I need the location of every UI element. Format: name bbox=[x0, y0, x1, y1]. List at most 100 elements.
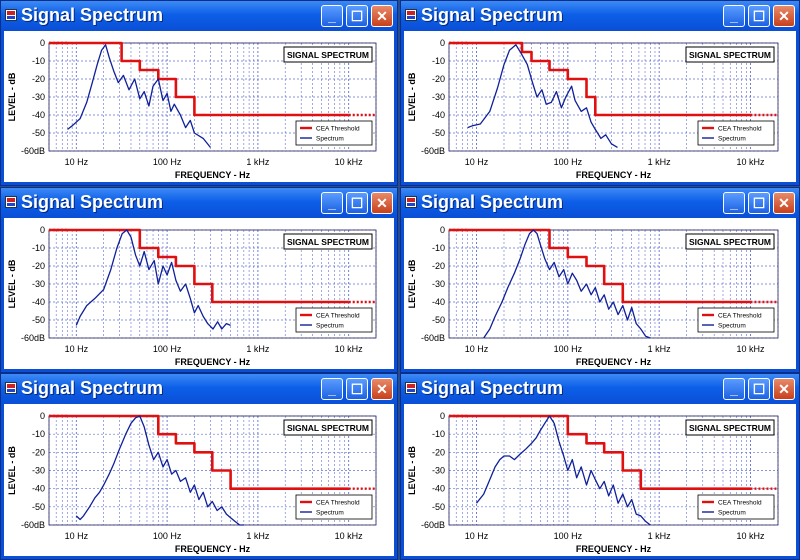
legend-box bbox=[697, 307, 775, 333]
close-button[interactable]: ✕ bbox=[773, 378, 795, 400]
y-tick-label: -50 bbox=[32, 315, 45, 325]
x-axis-label: FREQUENCY - Hz bbox=[175, 170, 251, 180]
y-tick-label: -40 bbox=[432, 484, 445, 494]
y-tick-label: -50 bbox=[432, 128, 445, 138]
signal-spectrum-window: Signal Spectrum _ ☐ ✕ 0 -10 -20 -30 -40 -50 -60dB 1… bbox=[0, 0, 398, 186]
y-tick-label: -40 bbox=[432, 297, 445, 307]
plot-frame bbox=[48, 229, 377, 339]
legend-entry: CEA Threshold bbox=[718, 126, 762, 133]
legend-entry: Spectrum bbox=[718, 136, 746, 143]
minimize-button[interactable]: _ bbox=[321, 192, 343, 214]
y-tick-label: -40 bbox=[32, 484, 45, 494]
x-axis-label: FREQUENCY - Hz bbox=[576, 170, 652, 180]
y-tick-label: -40 bbox=[432, 110, 445, 120]
close-button[interactable]: ✕ bbox=[371, 5, 393, 27]
spectrum-line bbox=[467, 44, 618, 148]
y-tick-label: -60dB bbox=[421, 146, 445, 156]
chart-title-box bbox=[685, 419, 775, 436]
spectrum-chart: 0 -10 -20 -30 -40 -50 -60dB 10 Hz 100 Hz 1 kHz 10 … bbox=[407, 38, 779, 180]
y-tick-label: -30 bbox=[32, 466, 45, 476]
x-tick-label: 100 Hz bbox=[554, 157, 583, 167]
y-tick-label: 0 bbox=[440, 38, 445, 48]
x-axis-label: FREQUENCY - Hz bbox=[175, 544, 251, 554]
chart-title-box bbox=[283, 46, 373, 63]
y-tick-label: 0 bbox=[40, 411, 45, 421]
spectrum-chart: 0 -10 -20 -30 -40 -50 -60dB 10 Hz 100 Hz 1 kHz 10 … bbox=[7, 38, 377, 180]
chart-title-box bbox=[283, 419, 373, 436]
y-axis-label: LEVEL - dB bbox=[407, 259, 417, 308]
threshold-line bbox=[449, 41, 751, 117]
maximize-button[interactable]: ☐ bbox=[748, 378, 770, 400]
spectrum-chart: 0 -10 -20 -30 -40 -50 -60dB 10 Hz 100 Hz 1 kHz 10 … bbox=[407, 411, 779, 554]
y-tick-label: -50 bbox=[32, 502, 45, 512]
app-icon bbox=[5, 196, 17, 208]
y-tick-label: -60dB bbox=[421, 333, 445, 343]
y-tick-label: -10 bbox=[32, 56, 45, 66]
app-icon bbox=[405, 9, 417, 21]
y-tick-label: -20 bbox=[32, 74, 45, 84]
chart-title-box bbox=[283, 233, 373, 250]
minimize-button[interactable]: _ bbox=[723, 5, 745, 27]
plot-frame bbox=[48, 42, 377, 152]
x-tick-label: 10 Hz bbox=[65, 531, 89, 541]
y-tick-label: -10 bbox=[432, 243, 445, 253]
chart-title: SIGNAL SPECTRUM bbox=[287, 423, 369, 433]
spectrum-line bbox=[75, 415, 244, 526]
chart-title: SIGNAL SPECTRUM bbox=[287, 237, 369, 247]
plot-area: 0 -10 -20 -30 -40 -50 -60dB 10 Hz 100 Hz 1 kHz 10 … bbox=[4, 218, 394, 369]
y-axis-label: LEVEL - dB bbox=[7, 72, 17, 121]
close-button[interactable]: ✕ bbox=[773, 192, 795, 214]
legend-entry: CEA Threshold bbox=[718, 313, 762, 320]
x-tick-label: 10 Hz bbox=[465, 344, 489, 354]
window-titlebar[interactable]: Signal Spectrum _ ☐ ✕ bbox=[401, 188, 799, 218]
legend-box bbox=[697, 120, 775, 146]
y-tick-label: -30 bbox=[32, 92, 45, 102]
window-titlebar[interactable]: Signal Spectrum _ ☐ ✕ bbox=[401, 374, 799, 404]
legend-entry: Spectrum bbox=[718, 323, 746, 330]
threshold-line bbox=[449, 228, 751, 304]
window-title: Signal Spectrum bbox=[421, 5, 564, 25]
spectrum-chart: 0 -10 -20 -30 -40 -50 -60dB 10 Hz 100 Hz 1 kHz 10 … bbox=[7, 225, 377, 367]
y-tick-label: -60dB bbox=[21, 146, 45, 156]
x-tick-label: 1 kHz bbox=[246, 531, 270, 541]
window-titlebar[interactable]: Signal Spectrum _ ☐ ✕ bbox=[401, 1, 799, 31]
x-tick-label: 100 Hz bbox=[153, 344, 182, 354]
window-titlebar[interactable]: Signal Spectrum _ ☐ ✕ bbox=[1, 374, 397, 404]
window-title: Signal Spectrum bbox=[21, 5, 164, 25]
legend-entry: CEA Threshold bbox=[718, 500, 762, 507]
minimize-button[interactable]: _ bbox=[723, 378, 745, 400]
app-icon bbox=[405, 382, 417, 394]
close-button[interactable]: ✕ bbox=[371, 378, 393, 400]
close-button[interactable]: ✕ bbox=[773, 5, 795, 27]
plot-area: 0 -10 -20 -30 -40 -50 -60dB 10 Hz 100 Hz 1 kHz 10 … bbox=[404, 218, 796, 369]
spectrum-line bbox=[75, 229, 231, 330]
y-tick-label: -20 bbox=[32, 447, 45, 457]
maximize-button[interactable]: ☐ bbox=[346, 378, 368, 400]
x-tick-label: 10 Hz bbox=[465, 157, 489, 167]
signal-spectrum-window: Signal Spectrum _ ☐ ✕ 0 -10 -20 -30 -40 -50 -60dB 1… bbox=[0, 187, 398, 373]
plot-frame bbox=[448, 415, 779, 526]
minimize-button[interactable]: _ bbox=[321, 5, 343, 27]
window-titlebar[interactable]: Signal Spectrum _ ☐ ✕ bbox=[1, 1, 397, 31]
x-tick-label: 1 kHz bbox=[246, 157, 270, 167]
plot-frame bbox=[48, 415, 377, 526]
minimize-button[interactable]: _ bbox=[321, 378, 343, 400]
y-axis-label: LEVEL - dB bbox=[407, 72, 417, 121]
plot-area: 0 -10 -20 -30 -40 -50 -60dB 10 Hz 100 Hz 1 kHz 10 … bbox=[404, 404, 796, 556]
window-title: Signal Spectrum bbox=[21, 192, 164, 212]
y-tick-label: -40 bbox=[32, 110, 45, 120]
maximize-button[interactable]: ☐ bbox=[748, 5, 770, 27]
y-axis-label: LEVEL - dB bbox=[407, 446, 417, 495]
minimize-button[interactable]: _ bbox=[723, 192, 745, 214]
chart-title: SIGNAL SPECTRUM bbox=[287, 50, 369, 60]
spectrum-line bbox=[475, 415, 651, 526]
maximize-button[interactable]: ☐ bbox=[346, 5, 368, 27]
close-button[interactable]: ✕ bbox=[371, 192, 393, 214]
y-tick-label: -60dB bbox=[21, 333, 45, 343]
y-tick-label: -10 bbox=[32, 429, 45, 439]
maximize-button[interactable]: ☐ bbox=[346, 192, 368, 214]
maximize-button[interactable]: ☐ bbox=[748, 192, 770, 214]
window-titlebar[interactable]: Signal Spectrum _ ☐ ✕ bbox=[1, 188, 397, 218]
y-tick-label: -30 bbox=[432, 279, 445, 289]
spectrum-chart: 0 -10 -20 -30 -40 -50 -60dB 10 Hz 100 Hz 1 kHz 10 … bbox=[407, 225, 779, 367]
